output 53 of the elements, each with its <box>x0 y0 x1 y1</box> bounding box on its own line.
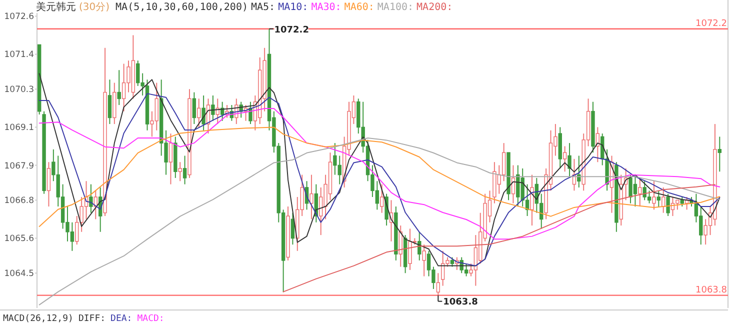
y-tick-label: 1071.4 <box>4 50 34 60</box>
text: MA60: <box>344 2 374 13</box>
candlestick <box>530 174 534 226</box>
legend-title: MA(5,10,30,60,100,200) <box>116 2 248 13</box>
ref-line-label: 1063.8 <box>696 285 728 296</box>
candlestick <box>108 79 112 125</box>
candlestick <box>182 155 187 185</box>
candlestick <box>577 155 581 188</box>
candlestick <box>568 142 572 178</box>
y-tick-label: 1070.3 <box>4 85 34 96</box>
candlestick <box>46 162 51 207</box>
candlestick <box>422 244 426 277</box>
candlestick <box>718 136 722 172</box>
candlestick <box>450 256 454 268</box>
text: MACD: <box>137 314 164 324</box>
candlestick <box>117 70 121 106</box>
annotation: 1063.8 <box>443 297 478 308</box>
candlestick <box>178 162 182 182</box>
text: MA5: <box>250 2 276 13</box>
y-tick-label: 1065.6 <box>4 234 34 244</box>
candlestick <box>89 184 93 214</box>
ref-line-label: 1072.2 <box>696 18 727 29</box>
text: DEA: <box>110 314 132 324</box>
y-tick-label: 1069.1 <box>4 123 34 134</box>
candlestick <box>168 133 173 185</box>
text: DIFF: <box>78 314 106 324</box>
candlestick <box>638 177 642 207</box>
line-series <box>38 108 720 240</box>
candlestick <box>464 263 468 277</box>
candlestick <box>502 142 506 182</box>
candlestick <box>562 146 567 172</box>
text: MA100: <box>377 2 414 13</box>
candlestick <box>192 92 196 125</box>
text: MA30: <box>311 2 342 13</box>
candlestick <box>211 94 215 122</box>
chart-title: 美元韩元 <box>36 1 76 13</box>
candlestick <box>656 190 661 207</box>
text: MA10: <box>278 2 308 13</box>
text: MA200: <box>416 2 453 13</box>
candlestick <box>652 180 656 210</box>
annotation: 1072.2 <box>274 25 309 36</box>
candlestick <box>380 184 384 214</box>
y-tick-label: 1072.6 <box>4 12 34 22</box>
candlestick <box>197 98 201 128</box>
chart-subtitle: (30分) <box>79 1 110 13</box>
candlestick <box>202 94 206 131</box>
text: MACD(26,12,9) <box>3 314 74 324</box>
candlestick <box>310 174 314 220</box>
candlestick <box>666 193 670 217</box>
y-tick-label: 1064.5 <box>4 269 34 280</box>
line-series <box>38 126 720 227</box>
y-tick-label: 1066.8 <box>4 196 34 206</box>
y-tick-label: 1067.9 <box>4 161 34 172</box>
